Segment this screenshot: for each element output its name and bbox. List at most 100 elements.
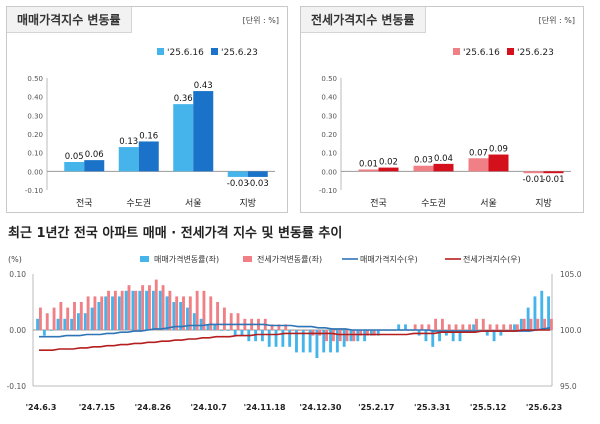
trend-bar-sale-8 xyxy=(90,307,94,330)
jeonse-legend-swatch-0 xyxy=(453,48,460,55)
sale-bar-0-1 xyxy=(84,160,105,172)
trend-bar-jeonse-72 xyxy=(529,318,533,330)
jeonse-category-1: 수도권 xyxy=(421,197,446,209)
trend-bar-sale-64 xyxy=(472,324,476,330)
jeonse-panel-title: 전세가격지수 변동률 xyxy=(301,7,426,33)
sale-panel-unit: [단위 : %] xyxy=(242,16,279,25)
trend-bar-sale-24 xyxy=(199,318,203,330)
trend-bar-jeonse-20 xyxy=(175,296,179,330)
jeonse-label-1-0: 0.03 xyxy=(414,156,433,166)
trend-bar-jeonse-11 xyxy=(113,290,117,330)
trend-bar-sale-27 xyxy=(220,330,223,331)
sale-legend-swatch-0 xyxy=(157,48,164,55)
sale-legend-label-0: '25.6.16 xyxy=(167,48,204,58)
sale-category-1: 수도권 xyxy=(126,197,151,209)
trend-bar-sale-23 xyxy=(192,313,196,330)
trend-bar-jeonse-68 xyxy=(502,324,506,330)
sale-label-0-1: 0.06 xyxy=(85,150,104,160)
trend-bar-sale-17 xyxy=(151,290,155,330)
jeonse-bar-2-1 xyxy=(488,154,509,172)
trend-bar-sale-5 xyxy=(70,318,74,330)
trend-bar-sale-25 xyxy=(206,324,210,330)
trend-bar-jeonse-66 xyxy=(488,324,492,330)
sale-bar-1-0 xyxy=(118,147,139,172)
sale-ytick-4: 0.30 xyxy=(27,112,43,120)
trend-legend-swatch-1 xyxy=(243,256,252,262)
sale-label-1-1: 0.16 xyxy=(139,131,158,141)
sale-bar-2-1 xyxy=(193,91,214,172)
jeonse-bar-0-1 xyxy=(378,167,399,172)
sale-change-panel: 매매가격지수 변동률 [단위 : %] '25.6.16 '25.6.23 -0.1… xyxy=(6,6,288,213)
trend-bar-sale-6 xyxy=(77,313,80,330)
trend-bar-jeonse-45 xyxy=(345,330,349,342)
jeonse-ytick-4: 0.30 xyxy=(321,112,337,120)
trend-bar-sale-70 xyxy=(513,324,516,330)
trend-bar-jeonse-12 xyxy=(120,290,124,330)
sale-legend-swatch-1 xyxy=(211,48,218,55)
trend-bar-jeonse-10 xyxy=(107,290,110,330)
trend-bar-sale-74 xyxy=(540,290,544,330)
trend-legend-label-3: 전세가격지수(우) xyxy=(463,254,521,264)
trend-bar-sale-53 xyxy=(397,324,401,330)
trend-bar-sale-38 xyxy=(295,330,298,353)
trend-bar-sale-26 xyxy=(213,324,217,330)
sale-ytick-2: 0.10 xyxy=(27,150,43,158)
trend-bar-sale-34 xyxy=(267,330,271,347)
trend-bar-jeonse-69 xyxy=(509,324,512,330)
sale-label-1-0: 0.13 xyxy=(119,137,138,147)
jeonse-label-1-1: 0.04 xyxy=(434,154,453,164)
trend-bar-jeonse-70 xyxy=(515,324,519,330)
jeonse-label-0-1: 0.02 xyxy=(379,158,398,168)
trend-bar-jeonse-39 xyxy=(304,330,308,331)
trend-bar-jeonse-19 xyxy=(168,290,172,330)
trend-bar-jeonse-74 xyxy=(543,318,547,330)
trend-bar-sale-68 xyxy=(499,330,503,336)
trend-bar-jeonse-42 xyxy=(325,330,329,342)
trend-bar-jeonse-13 xyxy=(127,285,131,330)
sale-bar-2-0 xyxy=(173,104,194,172)
trend-bar-jeonse-49 xyxy=(372,330,376,336)
trend-bar-sale-7 xyxy=(83,313,87,330)
trend-bar-sale-39 xyxy=(301,330,305,353)
jeonse-category-0: 전국 xyxy=(370,198,387,209)
jeonse-label-2-1: 0.09 xyxy=(489,145,508,155)
jeonse-bar-1-0 xyxy=(413,165,434,172)
trend-bar-sale-48 xyxy=(363,330,367,342)
trend-bar-sale-49 xyxy=(369,330,373,336)
jeonse-ytick-6: 0.50 xyxy=(321,75,337,83)
trend-bar-jeonse-57 xyxy=(427,324,431,330)
trend-bar-sale-66 xyxy=(485,330,489,336)
trend-bar-sale-18 xyxy=(158,290,162,330)
jeonse-change-panel: 전세가격지수 변동률 [단위 : %] '25.6.16 '25.6.23 -0.1… xyxy=(300,6,584,213)
sale-ytick-3: 0.20 xyxy=(27,131,43,139)
sale-bar-0-0 xyxy=(64,162,85,172)
trend-bar-jeonse-27 xyxy=(222,307,226,330)
trend-ytick-left-1: 0.00 xyxy=(9,326,26,335)
trend-bar-sale-0 xyxy=(36,318,39,330)
jeonse-label-2-0: 0.07 xyxy=(469,148,488,158)
trend-bar-sale-21 xyxy=(179,302,183,330)
trend-bar-jeonse-47 xyxy=(359,330,363,336)
trend-bar-sale-45 xyxy=(342,330,346,347)
sale-label-0-0: 0.05 xyxy=(65,152,84,162)
jeonse-ytick-1: 0.00 xyxy=(321,168,337,176)
trend-xtick-3: '24.10.7 xyxy=(190,403,226,412)
trend-bar-jeonse-9 xyxy=(100,296,104,330)
trend-xtick-0: '24.6.3 xyxy=(26,403,57,412)
trend-bar-jeonse-48 xyxy=(366,330,369,336)
trend-ytick-right-2: 95.0 xyxy=(560,382,577,391)
trend-bar-sale-40 xyxy=(308,330,312,353)
trend-xtick-7: '25.3.31 xyxy=(414,403,451,412)
trend-bar-jeonse-22 xyxy=(188,296,192,330)
trend-bar-sale-1 xyxy=(42,330,46,336)
trend-bar-jeonse-38 xyxy=(297,330,301,331)
trend-bar-jeonse-46 xyxy=(352,330,356,342)
trend-bar-sale-36 xyxy=(281,330,285,347)
trend-legend-swatch-0 xyxy=(140,256,149,262)
sale-legend-label-1: '25.6.23 xyxy=(221,48,258,58)
trend-bar-jeonse-29 xyxy=(236,313,240,330)
trend-bar-sale-72 xyxy=(526,307,530,330)
trend-bar-sale-30 xyxy=(240,330,244,336)
trend-unit-label: (%) xyxy=(8,255,22,264)
sale-bar-chart: '25.6.16 '25.6.23 -0.10 0.00 0.10 0.20 0.30 0.4… xyxy=(25,48,275,209)
